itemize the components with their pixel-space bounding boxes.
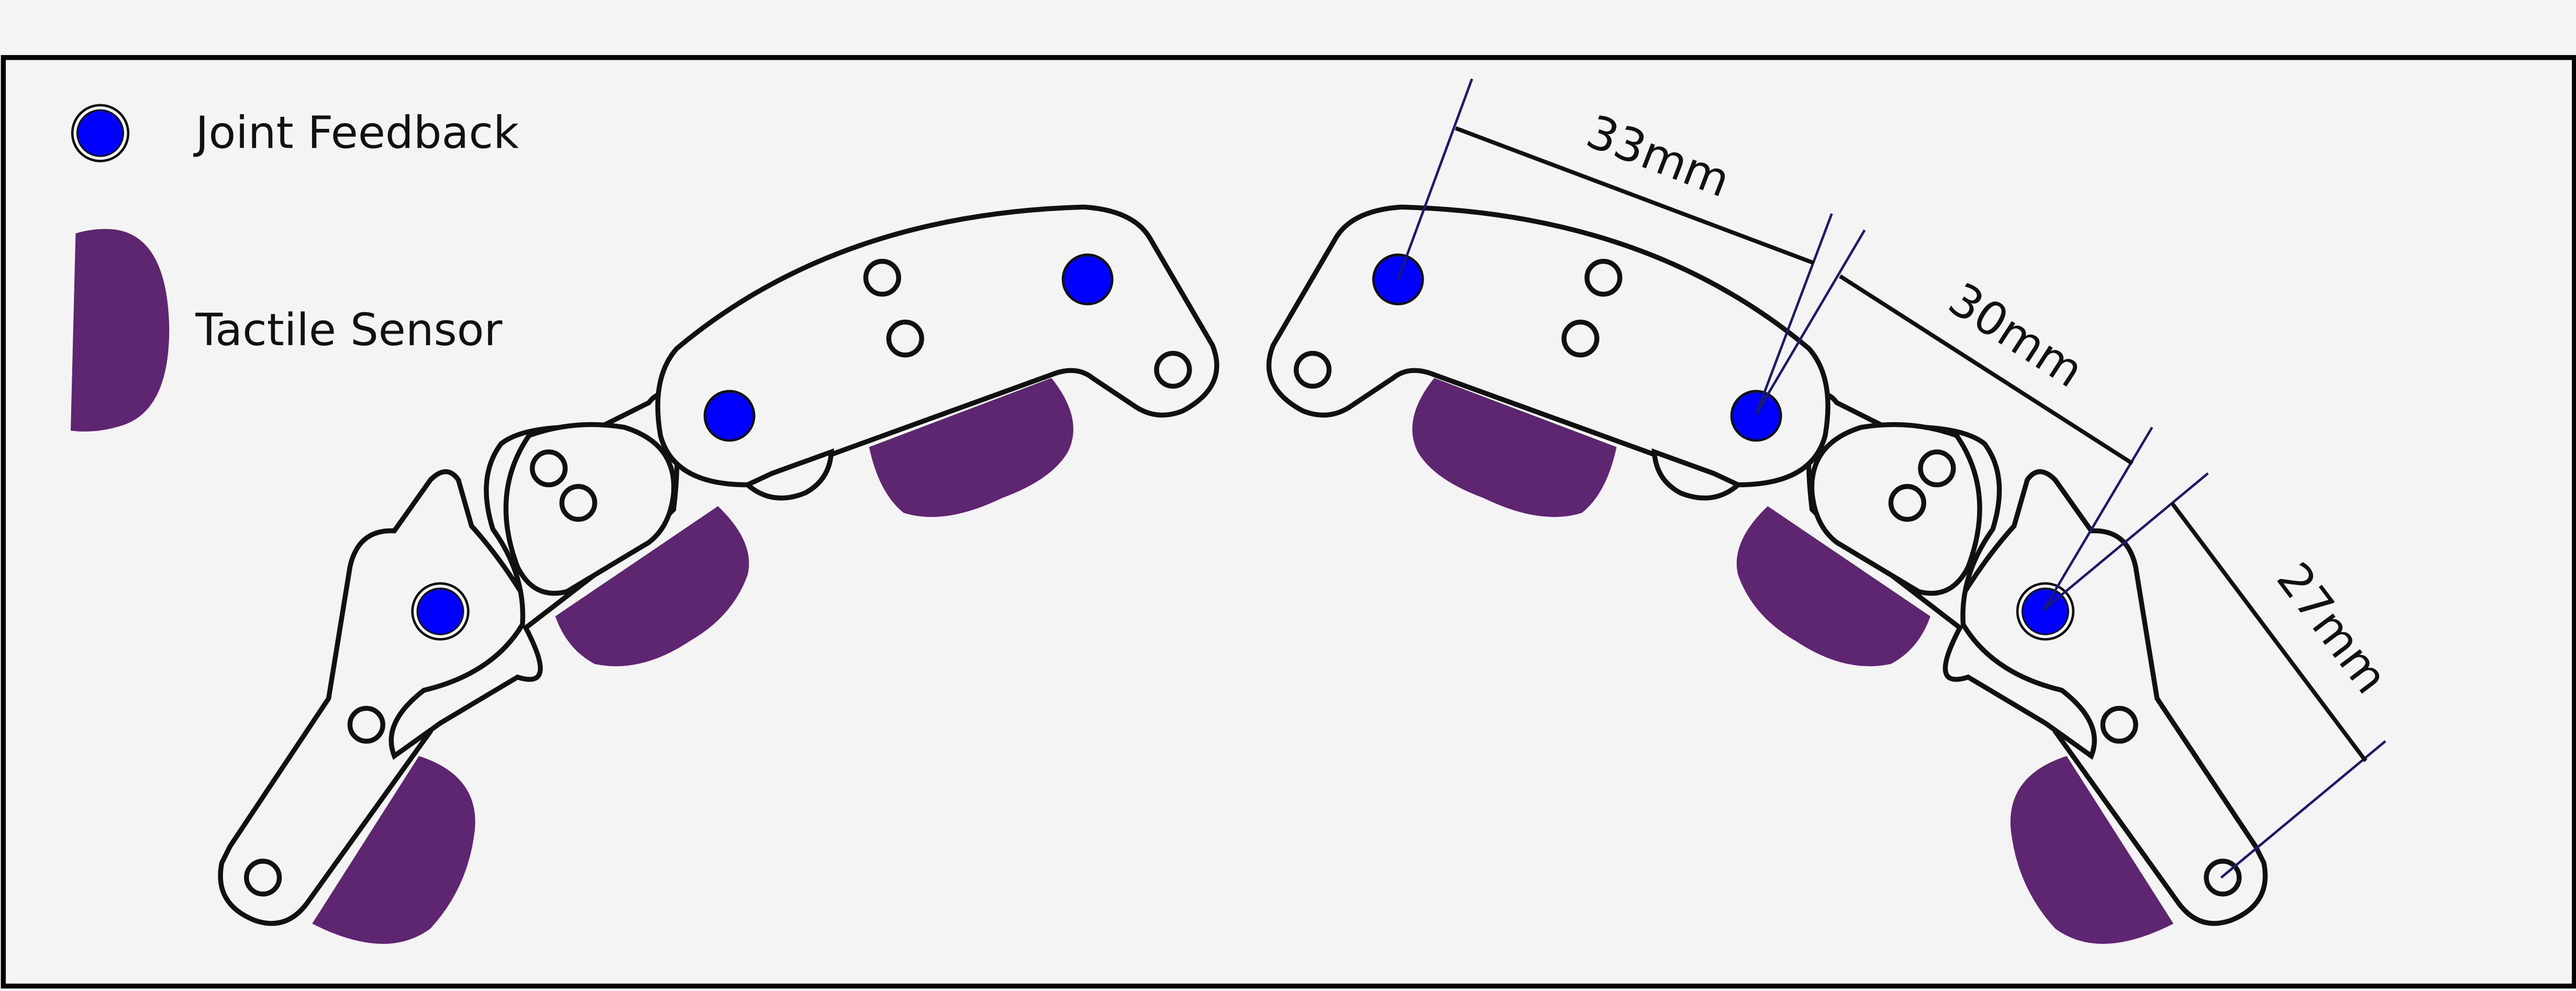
left-hole	[532, 452, 565, 485]
joint-feedback-legend-label: Joint Feedback	[193, 106, 519, 158]
left-hole	[866, 261, 899, 294]
right-hole	[1296, 354, 1329, 387]
left-hole	[889, 322, 922, 355]
left-joint-feedback-base	[413, 583, 469, 640]
right-hole	[1891, 487, 1924, 520]
left-hole	[247, 861, 280, 894]
right-hole	[1564, 322, 1597, 355]
joint-feedback-legend-icon	[72, 105, 128, 161]
tactile-sensor-legend-label: Tactile Sensor	[195, 304, 502, 356]
right-joint-feedback-middle	[1731, 391, 1781, 441]
left-joint-feedback-middle	[705, 391, 754, 441]
left-hole	[1157, 354, 1190, 387]
right-hole	[1587, 261, 1620, 294]
left-hole	[350, 708, 383, 741]
left-joint-feedback-distal	[1063, 255, 1112, 304]
right-hole	[2103, 708, 2136, 741]
right-hole	[1920, 452, 1953, 485]
left-hole	[562, 487, 595, 520]
